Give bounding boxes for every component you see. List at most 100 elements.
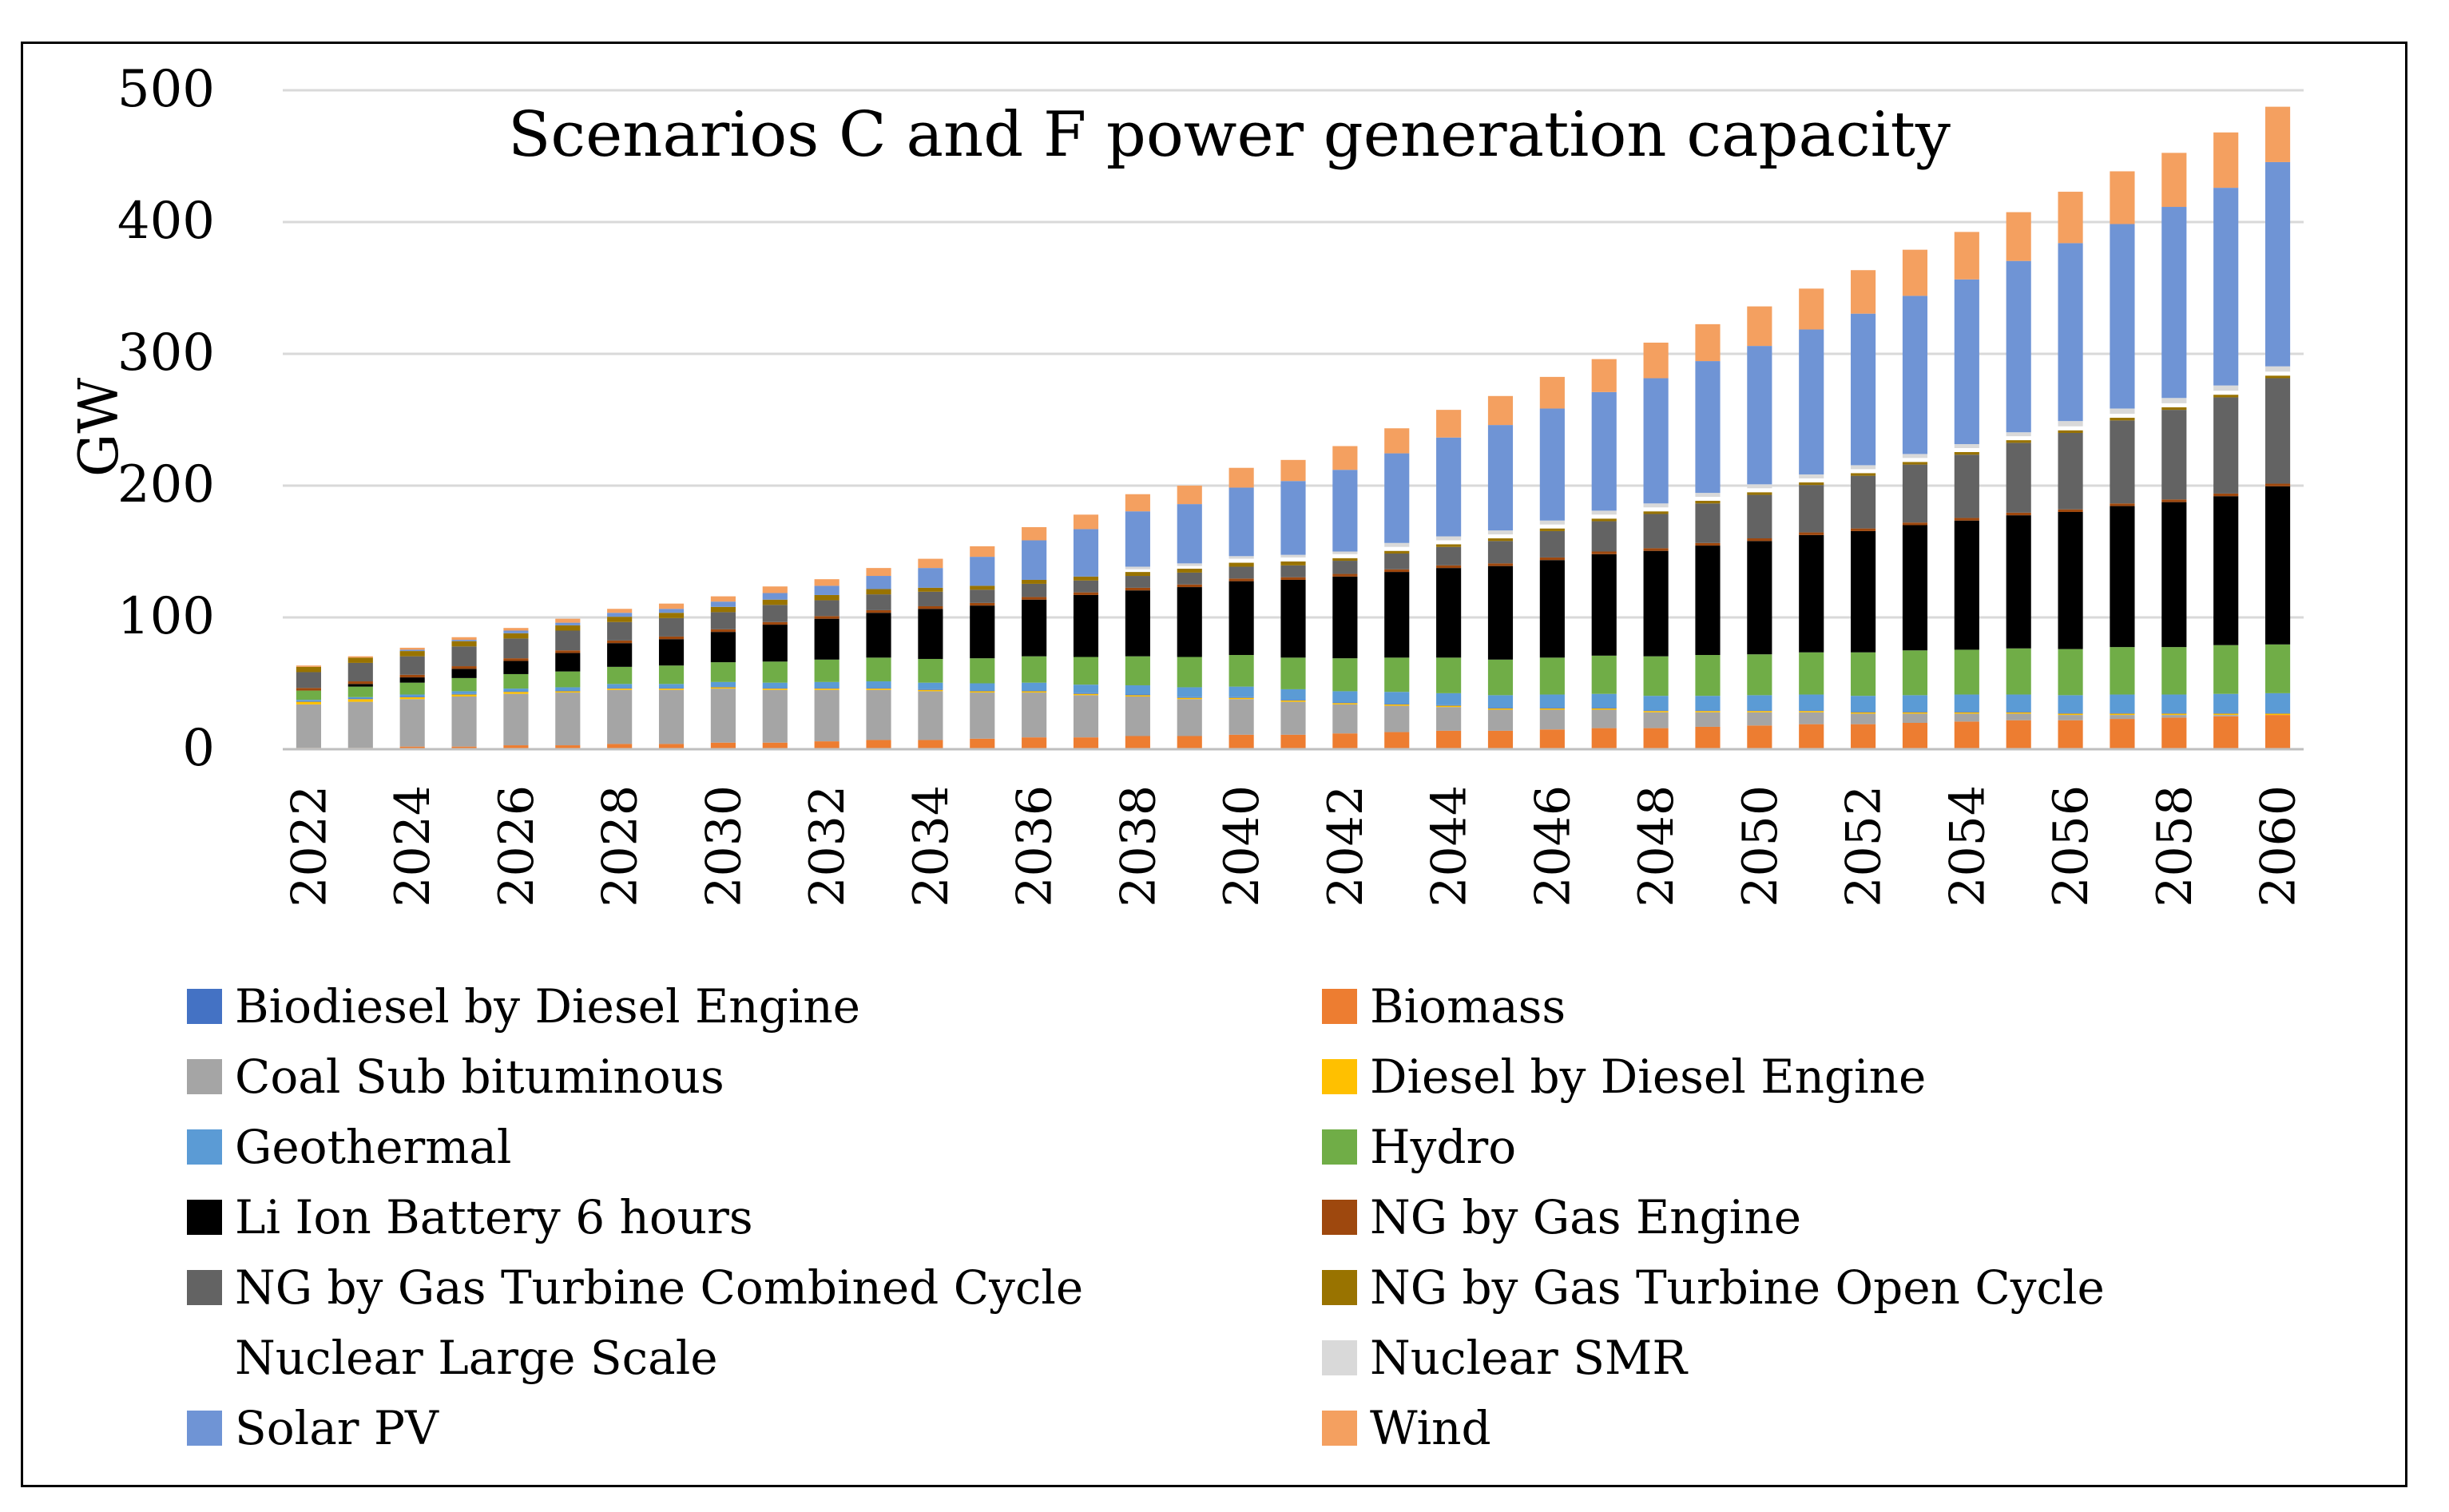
bar-segment bbox=[1228, 699, 1254, 735]
bar-segment bbox=[2058, 426, 2083, 431]
bar-segment bbox=[2058, 715, 2083, 720]
bar-segment bbox=[1177, 584, 1202, 588]
bar-segment bbox=[296, 690, 322, 700]
bar-segment bbox=[1591, 709, 1617, 728]
bar-segment bbox=[2110, 506, 2135, 648]
bar-segment bbox=[1747, 494, 1772, 538]
bar-segment bbox=[1384, 569, 1410, 573]
bar-segment bbox=[762, 682, 788, 689]
legend-label: Diesel by Diesel Engine bbox=[1370, 1050, 1927, 1104]
bar-segment bbox=[1436, 730, 1462, 749]
bar-segment bbox=[1436, 540, 1462, 545]
bar-segment bbox=[1591, 391, 1617, 511]
bar-segment bbox=[1280, 561, 1306, 566]
bar-segment bbox=[2213, 716, 2239, 749]
legend-label: NG by Gas Turbine Combined Cycle bbox=[235, 1260, 1084, 1315]
x-tick-label: 2050 bbox=[1733, 785, 1788, 907]
bar-segment bbox=[607, 666, 633, 685]
bar-segment bbox=[1643, 514, 1669, 549]
bar-segment bbox=[2264, 378, 2291, 484]
bar-segment bbox=[2006, 694, 2031, 712]
bar-stack bbox=[1954, 232, 1979, 749]
legend-item: Biomass bbox=[1322, 978, 1566, 1034]
bar-segment bbox=[503, 693, 529, 746]
legend-swatch bbox=[187, 989, 222, 1024]
x-tick-label: 2024 bbox=[385, 785, 441, 907]
bar-segment bbox=[1280, 689, 1306, 700]
bar-segment bbox=[1539, 520, 1565, 525]
bar-segment bbox=[2213, 395, 2239, 398]
bar-segment bbox=[1487, 730, 1514, 749]
bar-segment bbox=[503, 661, 529, 674]
bar-segment bbox=[1799, 710, 1824, 712]
bar-segment bbox=[2058, 433, 2083, 510]
bar-segment bbox=[1799, 711, 1824, 712]
bar-segment bbox=[866, 589, 891, 595]
bar-segment bbox=[658, 684, 685, 689]
bar-segment bbox=[814, 579, 839, 586]
bar-segment bbox=[1073, 657, 1099, 685]
bar-segment bbox=[1747, 484, 1772, 489]
bar-segment bbox=[1228, 558, 1254, 563]
bar-segment bbox=[2110, 503, 2135, 506]
bar-segment bbox=[1384, 704, 1410, 706]
bar-segment bbox=[1747, 695, 1772, 711]
bar-segment bbox=[1643, 710, 1669, 712]
bar-segment bbox=[918, 558, 943, 569]
bar-segment bbox=[296, 700, 322, 701]
bar-segment bbox=[1384, 553, 1410, 569]
bar-segment bbox=[2110, 719, 2135, 749]
bar-segment bbox=[399, 651, 425, 657]
bar-segment bbox=[710, 632, 736, 663]
chart-title: Scenarios C and F power generation capac… bbox=[508, 99, 1951, 171]
bar-segment bbox=[1902, 650, 1928, 696]
bar-segment bbox=[1022, 656, 1047, 683]
bar-segment bbox=[1177, 697, 1202, 700]
bar-segment bbox=[866, 609, 891, 613]
bar-segment bbox=[2161, 694, 2187, 713]
bar-segment bbox=[1851, 713, 1876, 724]
bar-segment bbox=[710, 689, 736, 743]
bar-segment bbox=[1022, 690, 1047, 692]
bar-segment bbox=[2110, 647, 2135, 695]
bar-segment bbox=[1228, 697, 1254, 700]
bar-segment bbox=[296, 665, 322, 667]
bar-segment bbox=[2006, 720, 2031, 749]
bar-stack bbox=[1487, 395, 1514, 749]
x-tick-label: 2044 bbox=[1422, 785, 1478, 907]
bar-stack bbox=[2161, 153, 2187, 749]
bar-segment bbox=[918, 689, 943, 690]
legend-item: Diesel by Diesel Engine bbox=[1322, 1049, 1926, 1105]
legend-item: Wind bbox=[1322, 1400, 1491, 1456]
bar-stack bbox=[451, 637, 477, 749]
bar-segment bbox=[1022, 737, 1047, 749]
legend-item: Li Ion Battery 6 hours bbox=[187, 1189, 753, 1245]
bar-segment bbox=[2058, 512, 2083, 649]
x-tick-label: 2042 bbox=[1318, 785, 1374, 907]
bar-segment bbox=[762, 742, 788, 749]
bar-segment bbox=[1902, 723, 1928, 749]
bar-stack bbox=[1799, 288, 1824, 749]
bar-segment bbox=[1643, 503, 1669, 508]
bar-segment bbox=[1954, 451, 1979, 455]
bar-segment bbox=[970, 589, 995, 603]
bar-segment bbox=[658, 665, 685, 685]
bar-segment bbox=[1384, 732, 1410, 749]
bar-segment bbox=[1073, 737, 1099, 749]
bar-stack bbox=[866, 568, 891, 749]
bar-segment bbox=[2161, 410, 2187, 500]
x-tick-label: 2046 bbox=[1525, 785, 1581, 907]
bar-segment bbox=[814, 616, 839, 619]
bar-segment bbox=[1280, 565, 1306, 577]
bar-segment bbox=[503, 673, 529, 689]
bar-segment bbox=[1332, 446, 1358, 470]
bar-segment bbox=[1747, 492, 1772, 495]
bar-segment bbox=[1799, 482, 1824, 486]
bar-segment bbox=[1332, 733, 1358, 749]
bar-segment bbox=[2213, 493, 2239, 497]
legend-swatch bbox=[1322, 1411, 1357, 1446]
bar-segment bbox=[1539, 376, 1565, 409]
bar-segment bbox=[1436, 657, 1462, 693]
legend-label: Biomass bbox=[1370, 979, 1566, 1034]
bar-segment bbox=[555, 622, 581, 625]
